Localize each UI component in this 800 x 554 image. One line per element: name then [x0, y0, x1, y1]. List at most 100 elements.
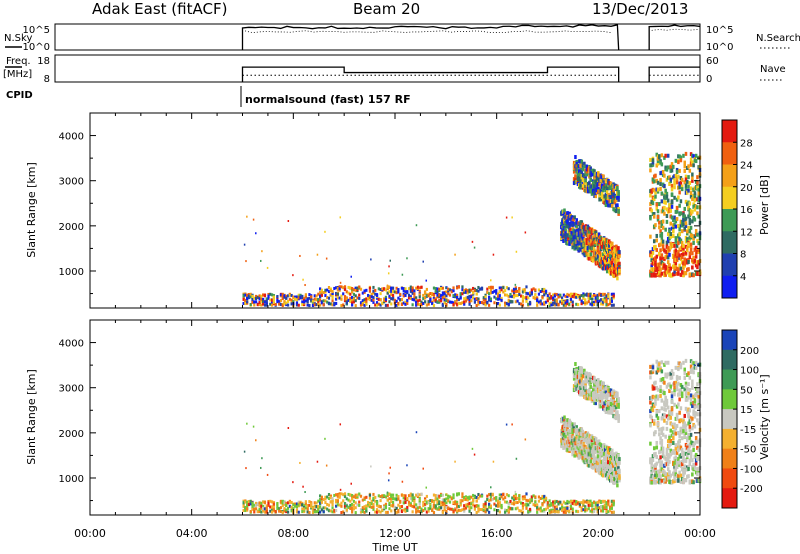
power-cell — [612, 197, 615, 202]
velocity-cell — [560, 508, 564, 512]
power-cell — [402, 287, 405, 291]
velocity-cell — [425, 494, 428, 498]
power-cell — [665, 255, 669, 260]
power-cell — [586, 181, 590, 186]
power-cell — [659, 248, 662, 253]
power-cell — [663, 256, 666, 261]
power-cell — [582, 294, 585, 298]
power-cell — [258, 294, 261, 298]
power-cell — [254, 294, 258, 298]
power-cell — [560, 296, 564, 300]
power-cell — [611, 183, 614, 188]
power-cell — [448, 293, 452, 297]
velocity-cell — [546, 501, 549, 505]
velocity-cell — [580, 382, 584, 387]
velocity-cell — [404, 494, 407, 498]
velocity-cell — [301, 507, 304, 511]
power-cell — [395, 291, 398, 295]
power-cell — [452, 294, 455, 298]
velocity-cell — [388, 497, 391, 501]
power-cell — [511, 216, 513, 219]
power-cell — [649, 163, 652, 168]
power-cell — [597, 179, 600, 184]
power-cell — [389, 259, 391, 262]
power-cell — [663, 248, 666, 253]
velocity-cell — [606, 462, 610, 467]
power-cell — [491, 290, 494, 294]
power-cell — [354, 288, 357, 292]
velocity-cell — [406, 497, 409, 501]
power-cell — [454, 293, 457, 297]
velocity-cell — [525, 504, 528, 508]
velocity-cell — [441, 498, 444, 502]
velocity-cell — [294, 504, 297, 508]
velocity-cell — [331, 503, 334, 507]
power-cell — [689, 191, 693, 196]
power-cell — [246, 300, 249, 304]
velocity-cell — [270, 510, 274, 514]
velocity-cell — [317, 499, 320, 503]
power-cell — [689, 233, 693, 238]
power-cell — [696, 180, 699, 185]
velocity-cell — [518, 500, 521, 504]
velocity-cell — [528, 500, 532, 504]
power-cell — [423, 300, 427, 304]
power-cell — [370, 298, 373, 302]
power-cell — [546, 299, 549, 303]
velocity-cell — [590, 396, 594, 401]
power-cell — [613, 266, 616, 271]
power-cell — [319, 298, 322, 302]
power-cell — [693, 234, 697, 239]
power-cell — [600, 298, 603, 302]
power-cell — [578, 247, 582, 252]
velocity-cell — [338, 503, 341, 507]
power-cell — [544, 300, 548, 304]
power-cell — [399, 298, 402, 302]
power-cell — [589, 168, 592, 173]
power-cell — [447, 299, 450, 303]
velocity-cell — [377, 504, 380, 508]
velocity-cell — [409, 494, 412, 498]
velocity-cell — [484, 502, 487, 506]
power-cell — [600, 194, 604, 199]
power-cell — [688, 208, 692, 213]
velocity-cell — [418, 500, 421, 504]
power-cell — [422, 293, 425, 297]
power-cell — [285, 303, 288, 307]
power-cell — [320, 301, 323, 305]
power-cell — [591, 184, 595, 189]
power-cell — [339, 281, 342, 284]
power-cell — [656, 180, 660, 185]
power-cell — [697, 271, 700, 276]
power-cell — [527, 302, 530, 306]
power-cell — [600, 191, 604, 196]
power-cell — [649, 193, 652, 198]
power-cell — [599, 188, 603, 193]
power-cell — [350, 275, 352, 278]
velocity-cell — [297, 510, 300, 514]
power-cell — [682, 273, 685, 278]
power-cell — [689, 194, 693, 199]
velocity-cell — [539, 497, 542, 501]
power-cell — [397, 288, 400, 292]
power-cell — [610, 299, 613, 303]
power-cell — [564, 221, 567, 226]
power-cell — [669, 177, 672, 182]
velocity-cell — [306, 504, 309, 508]
velocity-cell — [258, 507, 261, 511]
velocity-cell — [475, 499, 478, 503]
power-cell — [573, 292, 576, 296]
power-cell — [604, 182, 608, 187]
velocity-cell — [584, 388, 587, 393]
velocity-cell — [281, 499, 284, 503]
power-cell — [689, 209, 693, 214]
power-cell — [679, 176, 683, 181]
velocity-cell — [574, 371, 577, 376]
power-cell — [466, 291, 469, 295]
power-cell — [668, 175, 671, 180]
power-cell — [365, 288, 368, 292]
velocity-cell — [580, 427, 584, 432]
power-cell — [407, 293, 411, 297]
power-cell — [406, 257, 408, 260]
velocity-cell — [588, 376, 591, 381]
